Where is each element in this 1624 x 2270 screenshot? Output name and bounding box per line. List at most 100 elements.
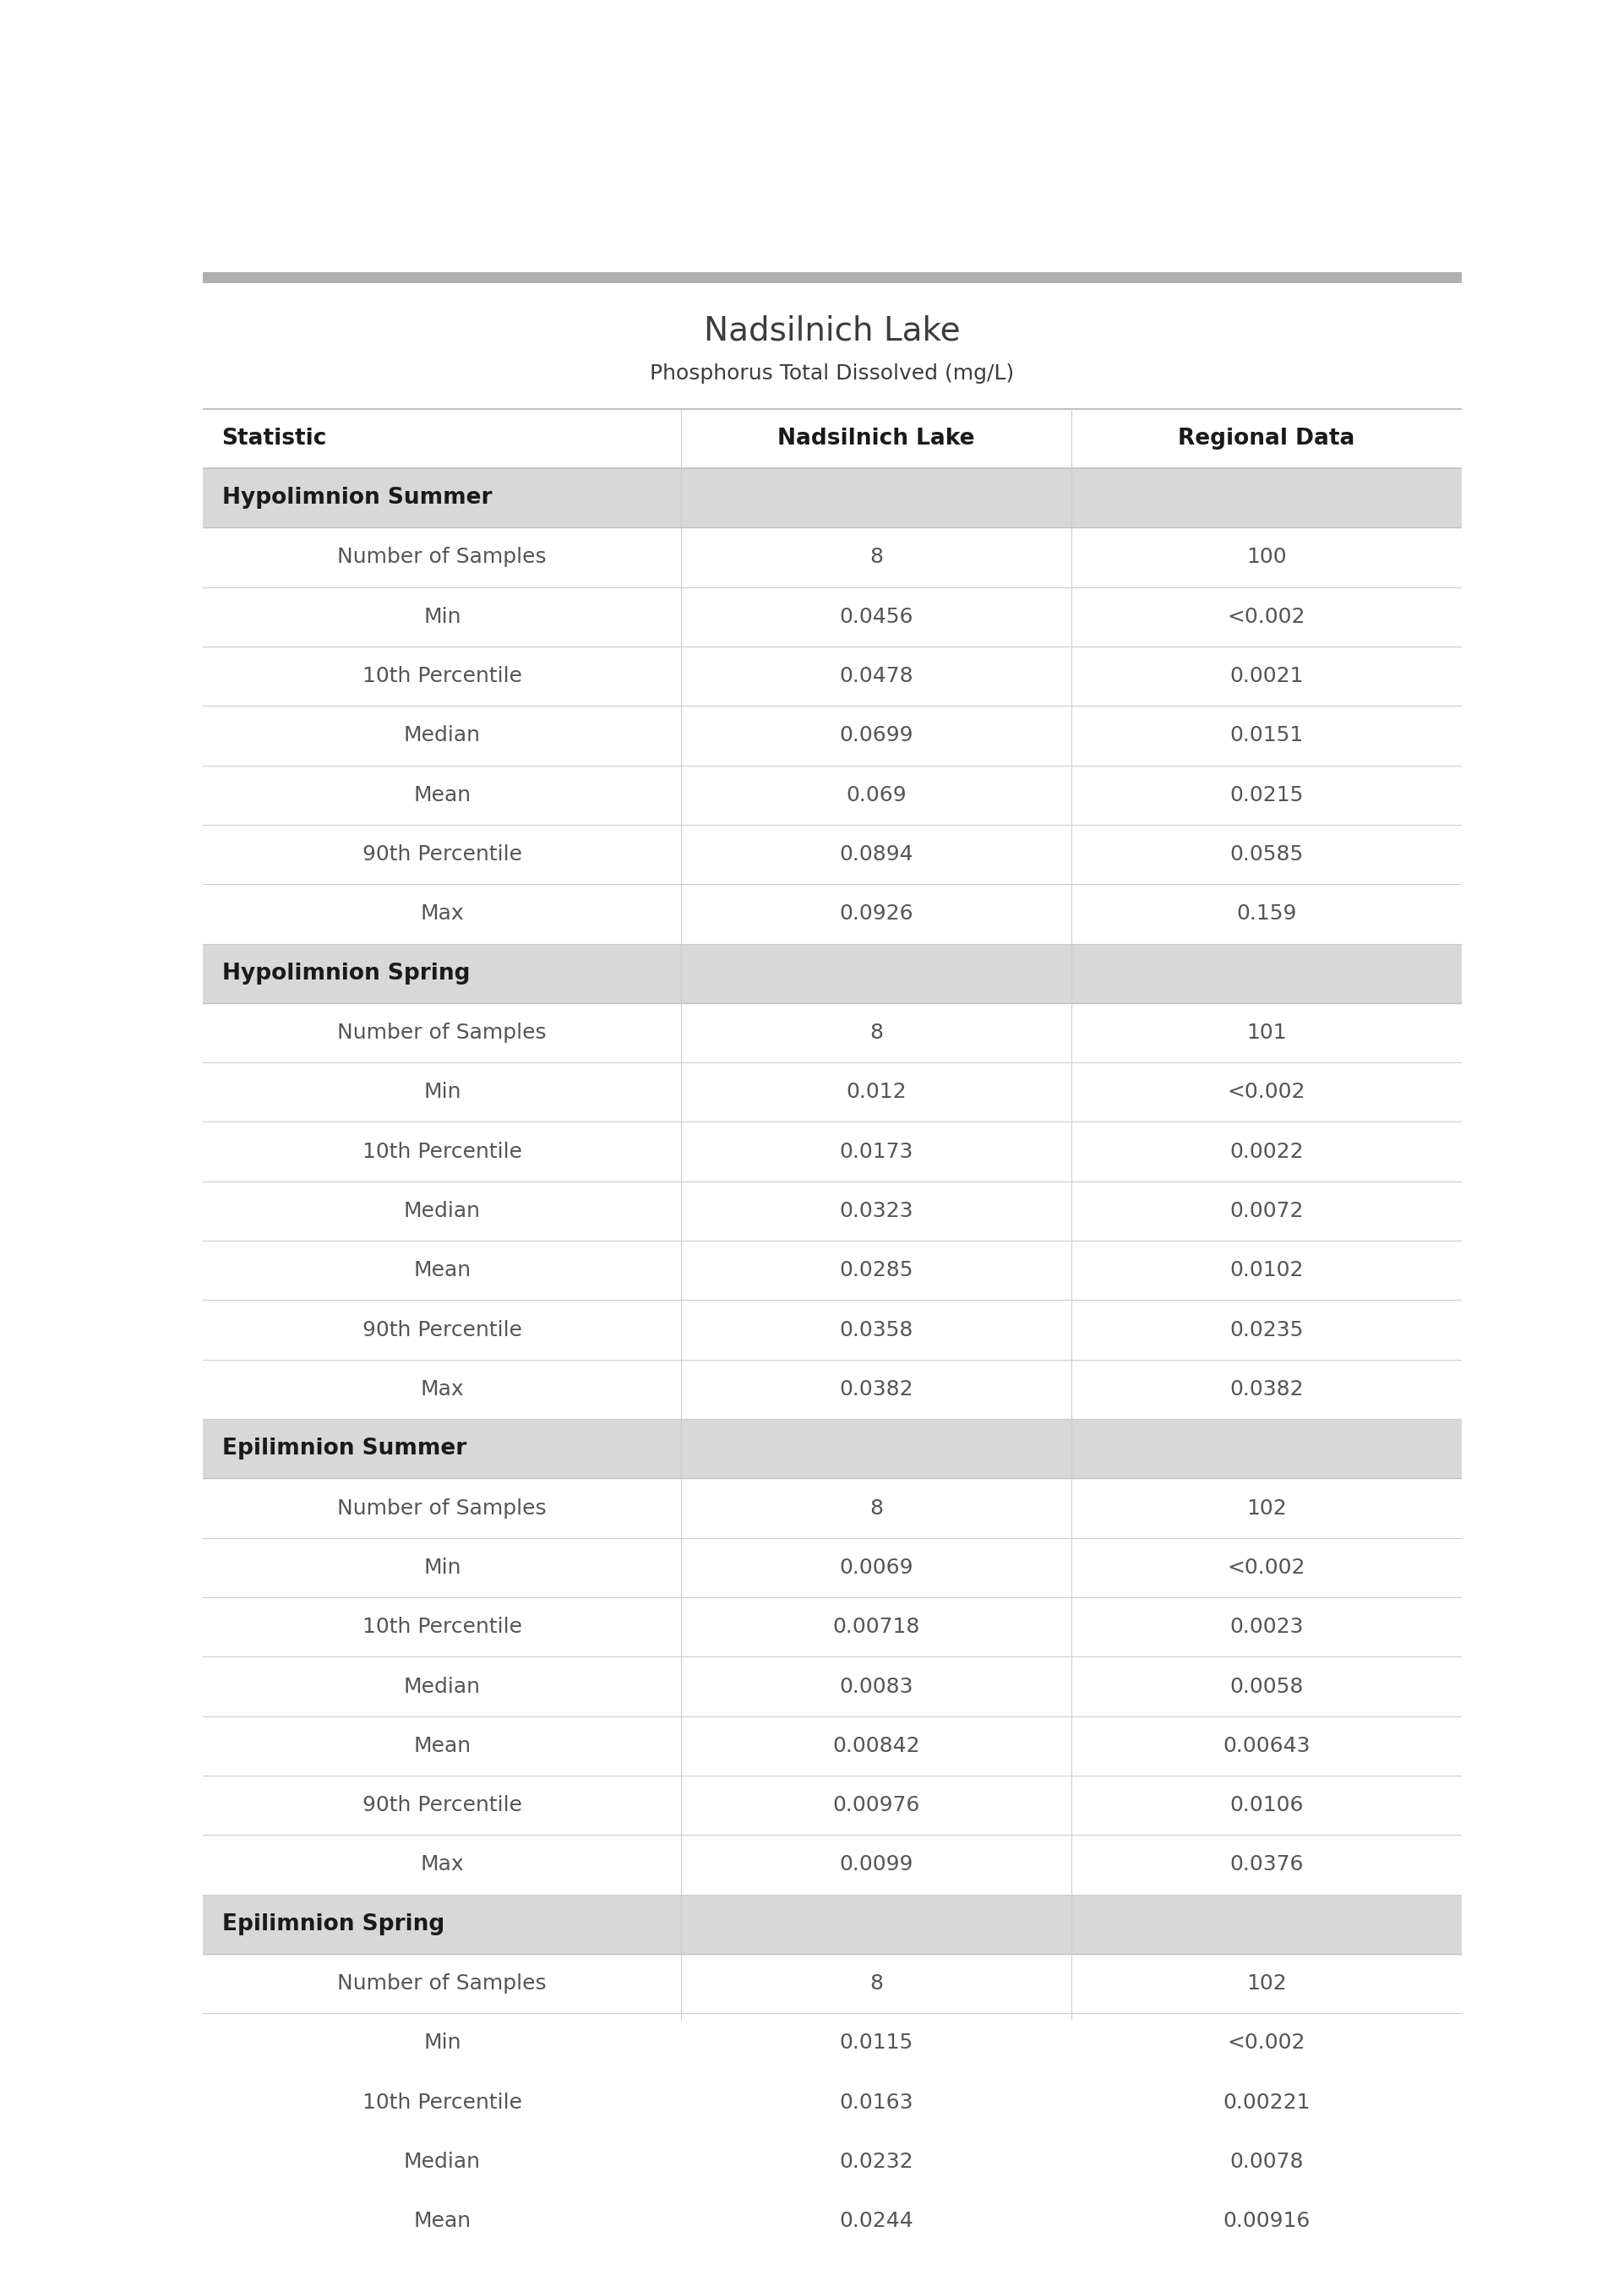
Text: 0.0173: 0.0173	[840, 1142, 913, 1162]
Text: 102: 102	[1246, 1498, 1286, 1519]
Bar	[203, 1360, 1462, 1419]
Text: Min: Min	[424, 606, 461, 627]
Text: 0.00221: 0.00221	[1223, 2093, 1311, 2113]
Text: Number of Samples: Number of Samples	[338, 547, 547, 568]
Bar	[203, 1657, 1462, 1716]
Text: 0.0163: 0.0163	[840, 2093, 913, 2113]
Bar	[203, 1121, 1462, 1180]
Bar	[203, 824, 1462, 885]
Text: Mean: Mean	[414, 2211, 471, 2231]
Bar	[203, 1003, 1462, 1062]
Text: 0.0023: 0.0023	[1229, 1616, 1304, 1637]
Text: 0.0456: 0.0456	[840, 606, 913, 627]
Text: Number of Samples: Number of Samples	[338, 1498, 547, 1519]
Text: 0.0069: 0.0069	[840, 1557, 913, 1578]
Text: 0.00718: 0.00718	[833, 1616, 921, 1637]
Bar	[203, 1242, 1462, 1301]
Text: Min: Min	[424, 1083, 461, 1103]
Text: 10th Percentile: 10th Percentile	[362, 1616, 521, 1637]
Bar	[203, 1716, 1462, 1775]
Bar	[203, 2073, 1462, 2132]
Text: 0.0382: 0.0382	[1229, 1380, 1304, 1398]
Text: Median: Median	[404, 1201, 481, 1221]
Text: <0.002: <0.002	[1228, 2034, 1306, 2052]
Bar	[203, 1180, 1462, 1242]
Text: 0.0585: 0.0585	[1229, 844, 1304, 865]
Bar	[203, 706, 1462, 765]
Text: 0.0151: 0.0151	[1229, 726, 1304, 747]
Bar	[203, 284, 1462, 409]
Text: 0.0376: 0.0376	[1229, 1855, 1304, 1875]
Bar	[203, 1478, 1462, 1537]
Bar	[203, 1895, 1462, 1954]
Text: 0.0285: 0.0285	[840, 1260, 913, 1280]
Text: 0.0215: 0.0215	[1229, 785, 1304, 806]
Text: Nadsilnich Lake: Nadsilnich Lake	[705, 316, 960, 347]
Text: Mean: Mean	[414, 1737, 471, 1757]
Text: 0.0106: 0.0106	[1229, 1796, 1304, 1816]
Text: 0.00976: 0.00976	[833, 1796, 921, 1816]
Text: Min: Min	[424, 1557, 461, 1578]
Text: 0.00842: 0.00842	[833, 1737, 921, 1757]
Text: 102: 102	[1246, 1973, 1286, 1993]
Text: Nadsilnich Lake: Nadsilnich Lake	[778, 427, 974, 449]
Bar	[203, 588, 1462, 647]
Text: 0.0232: 0.0232	[840, 2152, 913, 2172]
Text: 0.0323: 0.0323	[840, 1201, 913, 1221]
Text: 0.0078: 0.0078	[1229, 2152, 1304, 2172]
Text: 0.0083: 0.0083	[840, 1675, 913, 1696]
Text: 8: 8	[869, 1973, 883, 1993]
Text: 10th Percentile: 10th Percentile	[362, 665, 521, 686]
Text: 101: 101	[1246, 1022, 1286, 1042]
Text: 0.069: 0.069	[846, 785, 906, 806]
Text: Hypolimnion Summer: Hypolimnion Summer	[222, 486, 492, 508]
Bar	[203, 2013, 1462, 2073]
Text: 0.0358: 0.0358	[840, 1319, 913, 1339]
Text: 8: 8	[869, 1022, 883, 1042]
Text: 0.0102: 0.0102	[1229, 1260, 1304, 1280]
Text: Statistic: Statistic	[222, 427, 326, 449]
Text: 0.0926: 0.0926	[840, 903, 913, 924]
Bar	[203, 1419, 1462, 1478]
Text: 8: 8	[869, 1498, 883, 1519]
Text: Median: Median	[404, 726, 481, 747]
Text: 90th Percentile: 90th Percentile	[362, 1796, 521, 1816]
Text: Mean: Mean	[414, 1260, 471, 1280]
Bar	[203, 885, 1462, 944]
Text: Epilimnion Spring: Epilimnion Spring	[222, 1914, 445, 1934]
Text: 0.00643: 0.00643	[1223, 1737, 1311, 1757]
Text: 10th Percentile: 10th Percentile	[362, 2093, 521, 2113]
Text: 0.0235: 0.0235	[1229, 1319, 1304, 1339]
Bar	[203, 1598, 1462, 1657]
Bar	[203, 272, 1462, 284]
Text: 0.0021: 0.0021	[1229, 665, 1304, 686]
Text: 0.159: 0.159	[1236, 903, 1296, 924]
Text: 0.012: 0.012	[846, 1083, 906, 1103]
Text: 0.0099: 0.0099	[840, 1855, 913, 1875]
Text: 0.0072: 0.0072	[1229, 1201, 1304, 1221]
Text: <0.002: <0.002	[1228, 1557, 1306, 1578]
Text: 10th Percentile: 10th Percentile	[362, 1142, 521, 1162]
Bar	[203, 1775, 1462, 1834]
Text: Phosphorus Total Dissolved (mg/L): Phosphorus Total Dissolved (mg/L)	[650, 363, 1015, 384]
Text: 90th Percentile: 90th Percentile	[362, 844, 521, 865]
Bar	[203, 2191, 1462, 2252]
Bar	[203, 468, 1462, 527]
Bar	[203, 1301, 1462, 1360]
Bar	[203, 944, 1462, 1003]
Text: <0.002: <0.002	[1228, 606, 1306, 627]
Text: 100: 100	[1246, 547, 1286, 568]
Text: 0.0699: 0.0699	[840, 726, 913, 747]
Bar	[203, 1062, 1462, 1121]
Text: Regional Data: Regional Data	[1177, 427, 1354, 449]
Text: 0.0022: 0.0022	[1229, 1142, 1304, 1162]
Text: Min: Min	[424, 2034, 461, 2052]
Bar	[203, 409, 1462, 468]
Text: Max: Max	[421, 903, 464, 924]
Text: Hypolimnion Spring: Hypolimnion Spring	[222, 962, 469, 985]
Text: 90th Percentile: 90th Percentile	[362, 1319, 521, 1339]
Text: Number of Samples: Number of Samples	[338, 1973, 547, 1993]
Text: 0.0244: 0.0244	[840, 2211, 913, 2231]
Text: Number of Samples: Number of Samples	[338, 1022, 547, 1042]
Bar	[203, 1537, 1462, 1598]
